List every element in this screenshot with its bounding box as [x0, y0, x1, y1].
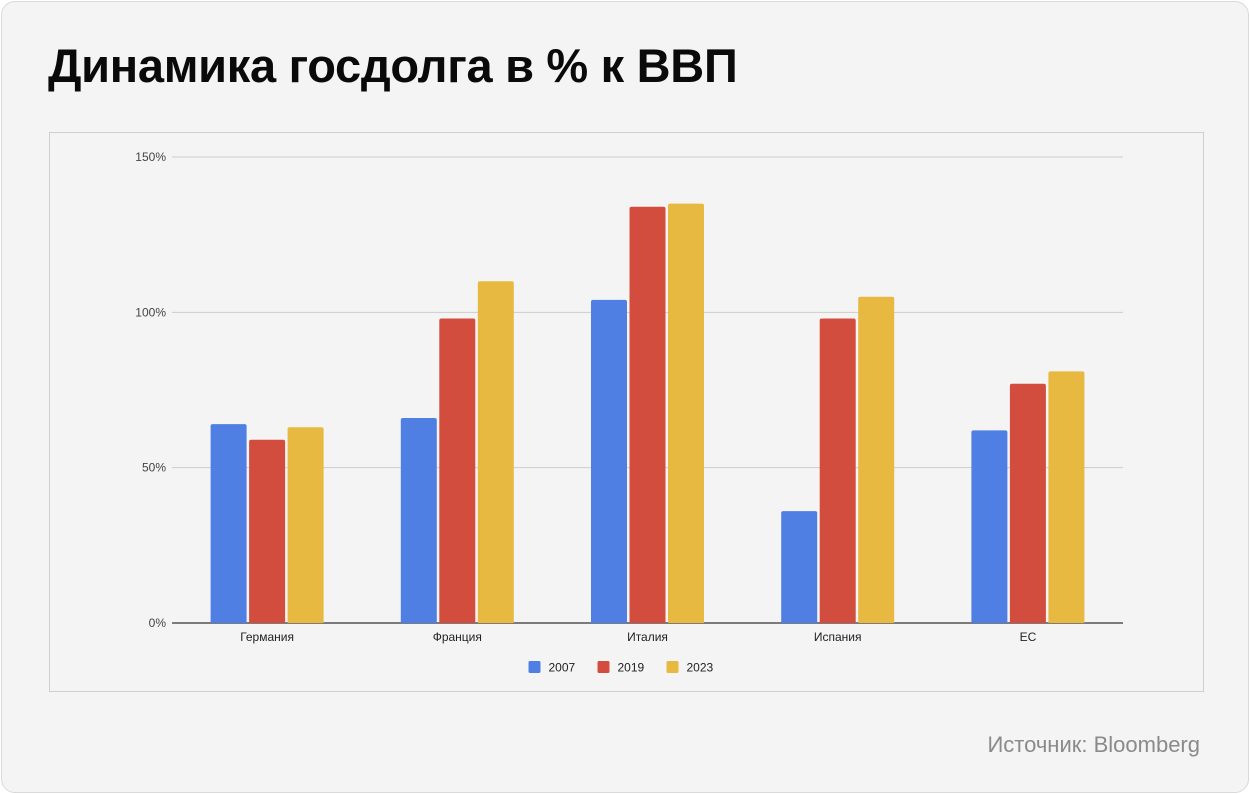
chart-title: Динамика госдолга в % к ВВП [48, 39, 738, 92]
x-tick-label: Германия [240, 630, 294, 644]
bar-2007-4 [781, 511, 818, 623]
legend-swatch-2023 [666, 661, 679, 673]
y-tick-label: 100% [135, 305, 166, 319]
bar-2019-3 [629, 206, 666, 623]
bar-2007-3 [591, 299, 627, 623]
bar-2007-1 [210, 424, 247, 623]
x-tick-label: Италия [627, 630, 668, 644]
bar-2023-4 [858, 296, 895, 623]
bar-2023-5 [1048, 371, 1085, 623]
y-tick-label: 50% [142, 461, 166, 475]
legend-label-2019: 2019 [618, 661, 645, 675]
bar-2007-5 [971, 430, 1008, 623]
bar-2007-2 [400, 417, 437, 623]
bar-2023-2 [477, 281, 514, 623]
x-tick-label: Испания [814, 630, 862, 644]
x-tick-label: ЕС [1020, 630, 1037, 644]
y-tick-label: 0% [149, 616, 167, 630]
legend-label-2007: 2007 [549, 661, 576, 675]
x-tick-label: Франция [433, 630, 482, 644]
bar-2019-4 [819, 318, 856, 623]
bar-2019-1 [249, 439, 286, 623]
bar-2023-1 [287, 427, 324, 623]
bar-chart: 0% 50% 100% 150% Германия Франция Италия Испани… [135, 150, 1123, 675]
bar-2019-5 [1009, 383, 1046, 623]
legend-swatch-2007 [528, 661, 541, 673]
legend-label-2023: 2023 [687, 661, 714, 675]
y-tick-label: 150% [135, 150, 166, 164]
bar-2019-2 [439, 318, 476, 623]
legend-swatch-2019 [597, 661, 610, 673]
bar-2023-3 [668, 203, 704, 623]
source-note: Источник: Bloomberg [987, 732, 1200, 757]
chart-area: 0% 50% 100% 150% Германия Франция Италия Испани… [49, 132, 1204, 692]
